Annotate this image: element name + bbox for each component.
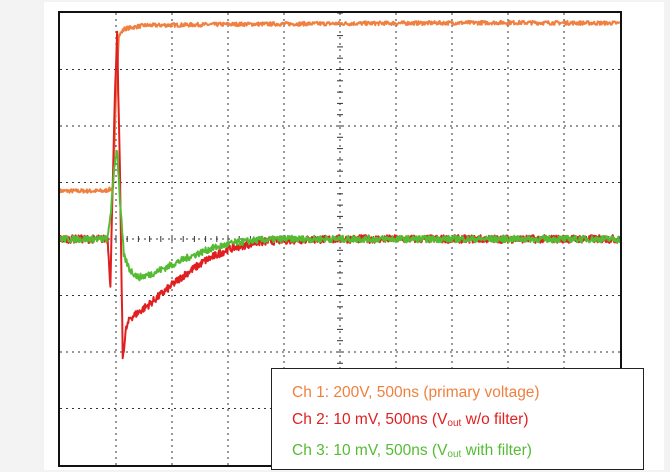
legend-ch1: Ch 1: 200V, 500ns (primary voltage) — [292, 384, 540, 401]
legend-ch2-channel: Ch 2 — [292, 411, 325, 428]
legend-ch2-desc-sub: out — [447, 418, 462, 429]
legend-ch3-channel: Ch 3 — [292, 442, 325, 459]
oscilloscope-screen: Ch 1: 200V, 500ns (primary voltage) Ch 2… — [58, 11, 644, 470]
legend-ch1-desc: (primary voltage) — [423, 384, 540, 401]
legend-ch2-desc-pre: (V — [431, 411, 448, 428]
legend-ch3-desc-sub: out — [447, 449, 462, 460]
legend-ch1-scale: 200V, 500ns — [333, 384, 419, 401]
legend-ch3: Ch 3: 10 mV, 500ns (Vout with filter) — [292, 442, 532, 460]
legend-ch1-channel: Ch 1 — [292, 384, 325, 401]
legend-ch2-desc-post: w/o filter) — [461, 411, 529, 428]
legend-ch2: Ch 2: 10 mV, 500ns (Vout w/o filter) — [292, 411, 529, 429]
legend-ch3-desc-pre: (V — [431, 442, 448, 459]
waveform-traces — [60, 19, 620, 360]
trace-ch3 — [60, 149, 620, 282]
trace-ch1 — [60, 19, 620, 194]
legend-ch3-scale: 10 mV, 500ns — [333, 442, 428, 459]
legend-ch3-desc-post: with filter) — [461, 442, 532, 459]
channel-legend: Ch 1: 200V, 500ns (primary voltage) Ch 2… — [271, 368, 644, 470]
legend-ch2-scale: 10 mV, 500ns — [333, 411, 428, 428]
waveform-plot — [60, 13, 620, 465]
